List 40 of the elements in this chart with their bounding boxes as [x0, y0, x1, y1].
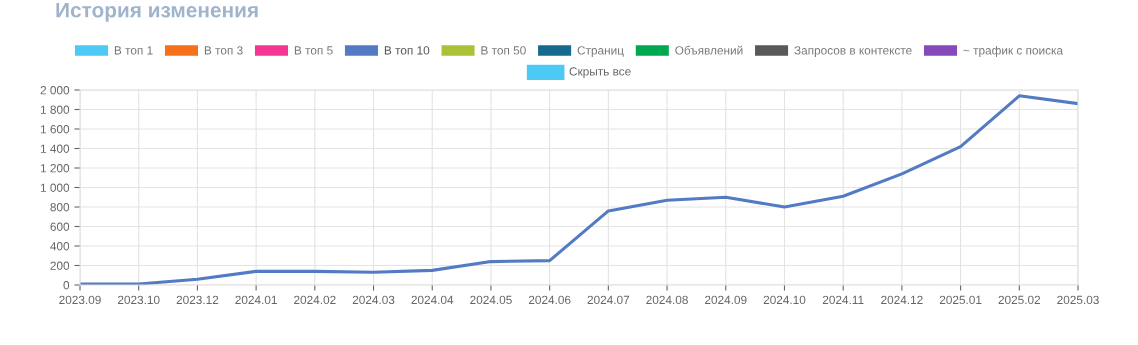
legend-label: Запросов в контексте — [794, 46, 912, 57]
legend-label: Объявлений — [675, 45, 743, 55]
y-tick-label: 1 800 — [40, 105, 70, 114]
legend-label: В топ 3 — [204, 46, 243, 55]
x-tick-label: 2024.12 — [881, 295, 923, 305]
y-tick-label: 600 — [50, 222, 70, 231]
x-tick-label: 2024.10 — [763, 295, 806, 305]
x-tick-label: 2024.09 — [705, 295, 747, 305]
legend-label: ~ трафик с поиска — [963, 45, 1064, 57]
x-tick-label: 2024.06 — [528, 295, 571, 305]
legend-label: Страниц — [577, 46, 624, 57]
text: Скрыть все — [569, 67, 631, 78]
x-tick-label: 2024.04 — [411, 295, 454, 305]
x-tick-label: 2023.09 — [59, 295, 101, 305]
x-tick-label: 2024.01 — [235, 295, 277, 305]
y-tick-label: 1 600 — [40, 125, 70, 134]
y-tick-label: 2 000 — [40, 86, 70, 95]
legend-label: В топ 5 — [294, 46, 333, 55]
x-tick-label: 2024.11 — [822, 295, 864, 305]
x-tick-label: 2024.07 — [587, 295, 630, 305]
y-tick-label: 400 — [50, 242, 70, 251]
x-tick-label: 2024.05 — [470, 295, 512, 305]
y-tick-label: 200 — [50, 261, 70, 270]
y-tick-label: 800 — [50, 203, 70, 212]
x-tick-label: 2025.03 — [1057, 295, 1099, 305]
legend-label: В топ 10 — [384, 46, 430, 55]
y-tick-label: 0 — [63, 281, 70, 290]
x-tick-label: 2025.02 — [998, 295, 1041, 305]
x-tick-label: 2025.01 — [939, 295, 982, 305]
chart-title: История изменения — [56, 2, 258, 22]
x-tick-label: 2024.08 — [646, 295, 688, 305]
x-tick-label: 2023.12 — [176, 295, 219, 305]
y-tick-label: 1 000 — [40, 183, 70, 192]
y-tick-label: 1 200 — [40, 164, 70, 173]
y-tick-label: 1 400 — [40, 144, 70, 153]
x-tick-label: 2023.10 — [117, 295, 160, 305]
legend-label: В топ 50 — [481, 46, 526, 55]
legend-label: В топ 1 — [114, 46, 153, 55]
x-tick-label: 2024.02 — [294, 295, 336, 305]
x-tick-label: 2024.03 — [352, 295, 395, 305]
